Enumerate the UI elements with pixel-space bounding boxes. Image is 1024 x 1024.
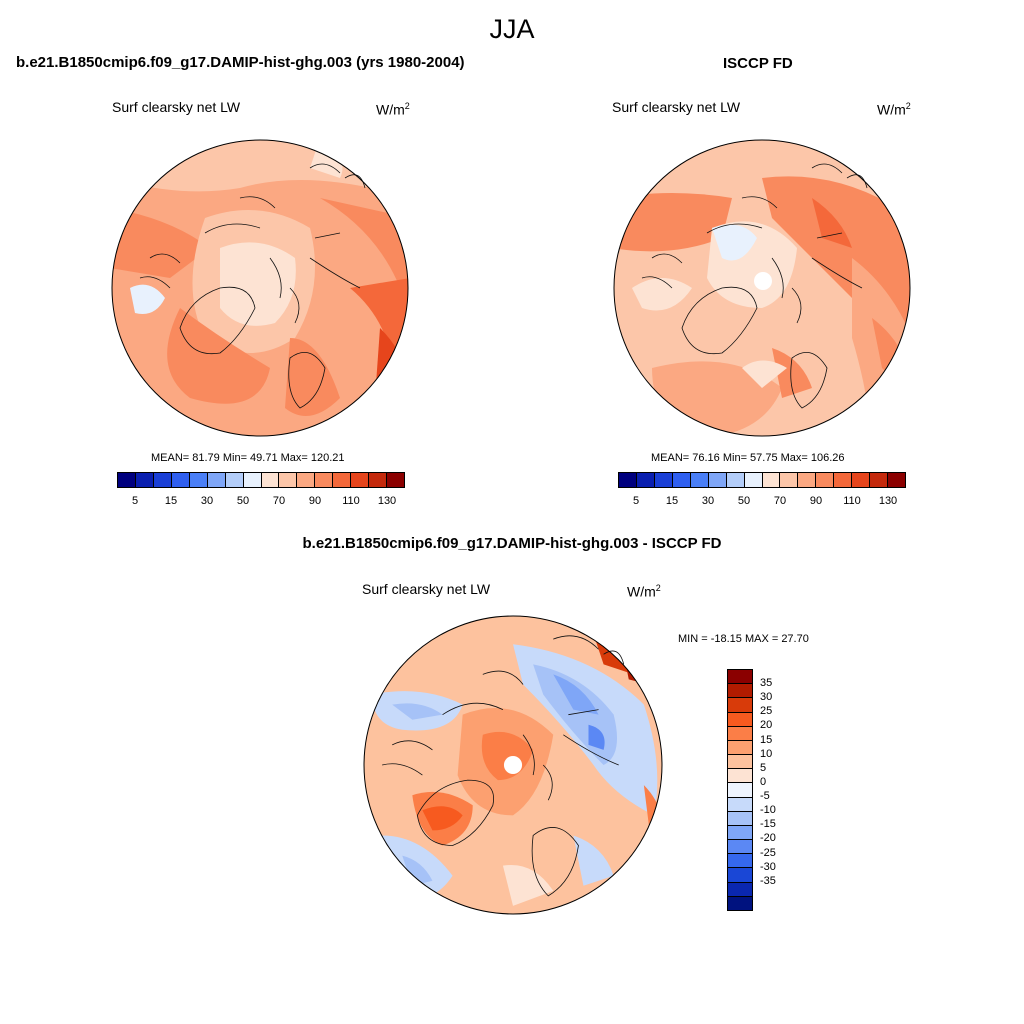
diff-colorbar-tick-label: -10: [760, 804, 776, 817]
diff-colorbar-swatch: [728, 882, 752, 897]
model-units-label: W/m2: [376, 101, 410, 118]
diff-variable-label: Surf clearsky net LW: [362, 581, 491, 597]
model-colorbar-tick-label: 30: [200, 495, 214, 507]
model-polar-map: [111, 139, 409, 437]
diff-case-title: b.e21.B1850cmip6.f09_g17.DAMIP-hist-ghg.…: [302, 535, 722, 552]
obs-colorbar-tick-label: 5: [632, 495, 640, 507]
diff-colorbar-swatch: [728, 712, 752, 727]
diff-colorbar-tick-label: -20: [760, 832, 776, 845]
diff-stats: MIN = -18.15 MAX = 27.70: [678, 633, 809, 645]
figure-title: JJA: [489, 14, 535, 44]
obs-colorbar-tick-label: 50: [737, 495, 751, 507]
diff-colorbar-swatch: [728, 740, 752, 756]
obs-colorbar-swatch: [870, 473, 889, 487]
model-case-title: b.e21.B1850cmip6.f09_g17.DAMIP-hist-ghg.…: [16, 54, 465, 71]
obs-colorbar-tick-label: 70: [773, 495, 787, 507]
obs-colorbar-swatch: [708, 473, 727, 487]
diff-colorbar-swatch: [728, 670, 752, 685]
model-colorbar-swatch: [333, 473, 352, 487]
obs-colorbar-tick-label: 130: [878, 495, 898, 507]
model-colorbar-swatch: [153, 473, 172, 487]
diff-colorbar-tick-label: 35: [760, 677, 773, 690]
model-stats: MEAN= 81.79 Min= 49.71 Max= 120.21: [151, 452, 345, 464]
model-colorbar-swatch: [261, 473, 280, 487]
model-colorbar-swatch: [297, 473, 316, 487]
obs-colorbar-swatch: [672, 473, 691, 487]
diff-colorbar-tick-label: -35: [760, 874, 776, 887]
diff-colorbar-tick-label: -25: [760, 846, 776, 859]
model-colorbar-tick-label: 110: [342, 495, 360, 507]
diff-colorbar: 35 30 25 20 15 10 5 0 -5 -10 -15 -20 -25 -30 -35: [727, 669, 776, 911]
obs-colorbar-swatch: [654, 473, 673, 487]
model-colorbar-tick-label: 90: [308, 495, 322, 507]
obs-colorbar-tick-label: 30: [701, 495, 715, 507]
diff-colorbar-tick-label: 0: [760, 775, 767, 788]
diff-units-label: W/m2: [627, 583, 661, 600]
diff-colorbar-swatch: [728, 726, 752, 741]
diff-colorbar-tick-label: 25: [760, 705, 773, 718]
diff-colorbar-tick-label: 20: [760, 719, 773, 732]
diff-colorbar-tick-label: 15: [760, 733, 773, 746]
obs-colorbar-swatch: [690, 473, 709, 487]
obs-stats: MEAN= 76.16 Min= 57.75 Max= 106.26: [651, 452, 845, 464]
diff-colorbar-swatch: [728, 783, 752, 798]
model-colorbar: 5 15 30 50 70 90 110 130: [117, 472, 405, 507]
diff-colorbar-tick-label: 30: [760, 691, 773, 704]
diff-colorbar-swatch: [728, 769, 752, 784]
model-colorbar-swatch: [315, 473, 334, 487]
model-colorbar-swatch: [387, 473, 404, 487]
model-colorbar-swatch: [243, 473, 262, 487]
obs-colorbar-swatch: [636, 473, 655, 487]
model-colorbar-swatch: [225, 473, 244, 487]
obs-variable-label: Surf clearsky net LW: [612, 99, 741, 115]
diff-colorbar-tick-label: -5: [760, 790, 770, 803]
model-colorbar-tick-label: 5: [131, 495, 139, 507]
obs-polar-map: [613, 139, 911, 437]
obs-colorbar-swatch: [798, 473, 817, 487]
model-colorbar-swatch: [351, 473, 370, 487]
obs-case-title: ISCCP FD: [723, 55, 793, 72]
model-colorbar-swatch: [369, 473, 388, 487]
model-colorbar-swatch: [189, 473, 208, 487]
diff-colorbar-swatch: [728, 825, 752, 841]
diff-colorbar-swatch: [728, 755, 752, 770]
obs-colorbar-swatch: [762, 473, 781, 487]
obs-colorbar-tick-label: 90: [809, 495, 823, 507]
model-colorbar-tick-label: 15: [164, 495, 178, 507]
obs-colorbar-swatch: [744, 473, 763, 487]
diff-colorbar-swatch: [728, 854, 752, 869]
obs-colorbar-tick-label: 110: [843, 495, 861, 507]
obs-colorbar-swatch: [816, 473, 835, 487]
diff-colorbar-swatch: [728, 840, 752, 855]
diff-polar-map: [363, 615, 663, 915]
diff-colorbar-swatch: [728, 797, 752, 812]
model-colorbar-tick-label: 50: [236, 495, 250, 507]
obs-colorbar-swatch: [834, 473, 853, 487]
obs-colorbar-swatch: [726, 473, 745, 487]
model-colorbar-swatch: [118, 473, 136, 487]
obs-colorbar: 5 15 30 50 70 90 110 130: [618, 472, 906, 507]
diff-colorbar-tick-label: 5: [760, 761, 767, 774]
model-colorbar-tick-label: 130: [377, 495, 397, 507]
obs-colorbar-swatch: [619, 473, 637, 487]
obs-units-label: W/m2: [877, 101, 911, 118]
model-colorbar-swatch: [279, 473, 298, 487]
diff-colorbar-tick-label: 10: [760, 747, 773, 760]
obs-colorbar-swatch: [780, 473, 799, 487]
diff-colorbar-swatch: [728, 896, 752, 910]
diff-colorbar-swatch: [728, 868, 752, 883]
diff-colorbar-tick-label: -30: [760, 860, 776, 873]
model-colorbar-tick-label: 70: [272, 495, 286, 507]
model-colorbar-swatch: [207, 473, 226, 487]
model-colorbar-swatch: [171, 473, 190, 487]
obs-colorbar-tick-label: 15: [665, 495, 679, 507]
diff-colorbar-tick-label: -15: [760, 818, 776, 831]
obs-colorbar-swatch: [852, 473, 871, 487]
model-variable-label: Surf clearsky net LW: [112, 99, 241, 115]
diff-colorbar-swatch: [728, 684, 752, 699]
model-colorbar-swatch: [135, 473, 154, 487]
obs-colorbar-swatch: [888, 473, 905, 487]
diff-colorbar-swatch: [728, 698, 752, 713]
diff-colorbar-swatch: [728, 811, 752, 826]
